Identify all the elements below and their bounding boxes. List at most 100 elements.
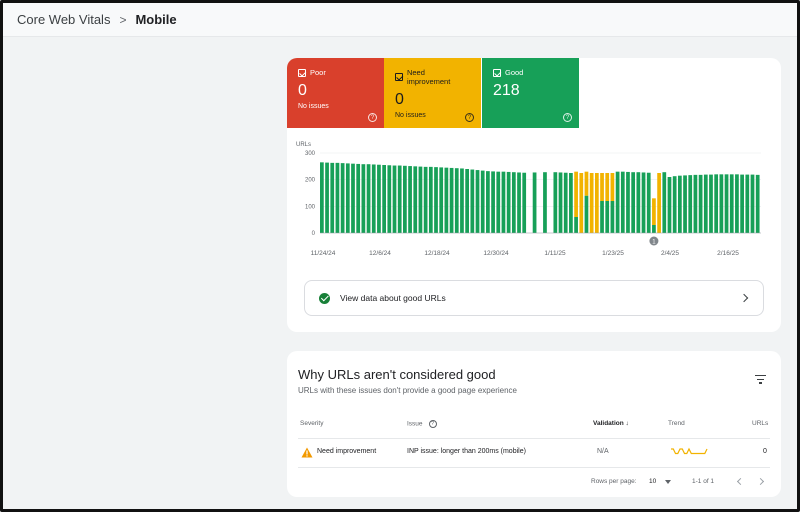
chart-bar: [397, 165, 402, 233]
chart-bar: [444, 167, 449, 233]
row-urls: 0: [763, 448, 767, 455]
chart-bar: [589, 173, 594, 233]
rows-per-page-select[interactable]: 10: [649, 478, 657, 485]
row-issue[interactable]: INP issue: longer than 200ms (mobile): [407, 448, 526, 455]
chart-bar: [563, 172, 568, 233]
chart-bar: [532, 172, 537, 233]
tile-poor-sub: No issues: [298, 103, 329, 110]
tile-need-value: 0: [395, 91, 404, 108]
chart-bar: [434, 167, 438, 233]
chart-bar: [709, 174, 713, 233]
chart-bar: [641, 172, 646, 233]
issues-subtitle: URLs with these issues don't provide a g…: [298, 386, 517, 395]
chart-bar: [553, 172, 558, 233]
chart-bar: [735, 174, 739, 233]
x-tick-label: 12/6/24: [369, 250, 391, 257]
pagination-range: 1-1 of 1: [692, 478, 715, 485]
chart-bar: [662, 172, 667, 233]
next-page-icon[interactable]: [756, 477, 765, 486]
help-icon[interactable]: ?: [465, 113, 474, 122]
chart-bar: [486, 171, 490, 233]
header-validation[interactable]: Validation ↓: [593, 420, 629, 427]
tile-good-value: 218: [493, 82, 520, 99]
breadcrumb-parent[interactable]: Core Web Vitals: [17, 12, 111, 27]
chart-bar: [745, 174, 750, 233]
chart-bar: [428, 166, 433, 233]
x-tick-label: 2/16/25: [717, 250, 739, 257]
tile-need-improvement[interactable]: Need improvement 0 No issues ?: [384, 58, 481, 128]
chart-bar: [698, 174, 703, 233]
chart-bar: [755, 174, 760, 233]
chart-bar: [672, 176, 677, 233]
y-axis-label: URLs: [296, 142, 311, 148]
chart-bar: [392, 165, 397, 233]
x-tick-label: 12/30/24: [483, 250, 509, 257]
annotation-label: 1: [652, 239, 656, 245]
header-trend: Trend: [668, 420, 685, 427]
chart-bar: [574, 171, 578, 217]
chart-bar: [652, 225, 656, 233]
checkbox-icon[interactable]: [493, 68, 501, 77]
chart-bar: [506, 171, 511, 233]
trend-line: [671, 447, 708, 455]
help-icon[interactable]: ?: [368, 113, 377, 122]
chart-bar: [345, 163, 350, 233]
checkbox-icon[interactable]: [298, 68, 306, 77]
caret-down-icon[interactable]: [665, 480, 671, 484]
arrow-down-icon: ↓: [625, 420, 629, 427]
chart-bar: [325, 162, 329, 233]
chart-bar: [465, 169, 470, 233]
prev-page-icon[interactable]: [736, 477, 745, 486]
chart-bar: [610, 201, 615, 233]
header-issue: Issue?: [407, 420, 437, 428]
chart-bar: [480, 170, 485, 233]
chart-bar: [693, 174, 698, 233]
x-tick-label: 1/23/25: [602, 250, 624, 257]
row-validation: N/A: [597, 448, 609, 455]
chart-bar: [454, 168, 459, 233]
tile-poor[interactable]: Poor 0 No issues ?: [287, 58, 384, 128]
checkbox-icon[interactable]: [395, 73, 403, 81]
chart-bar: [579, 173, 584, 233]
help-icon[interactable]: ?: [428, 420, 437, 428]
y-tick-label: 100: [305, 204, 316, 210]
chart-bar: [511, 172, 516, 233]
help-icon[interactable]: ?: [563, 113, 572, 122]
chart-bar: [605, 173, 610, 201]
chart-bar: [610, 173, 615, 201]
issues-card: Why URLs aren't considered good URLs wit…: [287, 351, 781, 497]
chart-bar: [543, 172, 547, 233]
chart-bar: [677, 175, 682, 233]
view-good-urls-link[interactable]: View data about good URLs: [304, 280, 764, 316]
warning-icon: [301, 447, 313, 458]
header-urls: URLs: [752, 420, 769, 427]
chart-bar: [418, 166, 423, 233]
chart-bar: [501, 171, 506, 233]
row-severity[interactable]: Need improvement: [317, 448, 377, 455]
chart-bar: [574, 217, 578, 233]
chart-bar: [382, 165, 386, 233]
chart-bar: [377, 164, 381, 233]
chart-bar: [371, 164, 376, 233]
chart-bar: [491, 171, 495, 233]
chart-bar: [646, 172, 651, 233]
chart-bar: [615, 171, 620, 233]
chart-bar: [408, 166, 412, 233]
tile-need-label: Need improvement: [406, 68, 451, 86]
tile-good[interactable]: Good 218 ?: [482, 58, 579, 128]
chart-bar: [683, 175, 687, 233]
chart-bar: [335, 162, 340, 233]
page-title: Mobile: [135, 12, 177, 27]
tile-need-sub: No issues: [395, 112, 426, 119]
chart-bar: [439, 167, 444, 233]
chart-bar: [605, 201, 610, 233]
filter-icon[interactable]: [755, 375, 766, 384]
chart-bar: [356, 163, 361, 233]
chart-bar: [423, 166, 428, 233]
chart-bar: [449, 167, 454, 233]
chart-bar: [320, 162, 324, 233]
chart-bar: [703, 174, 708, 233]
chart-bar: [522, 172, 527, 233]
chart-bar: [413, 166, 418, 233]
